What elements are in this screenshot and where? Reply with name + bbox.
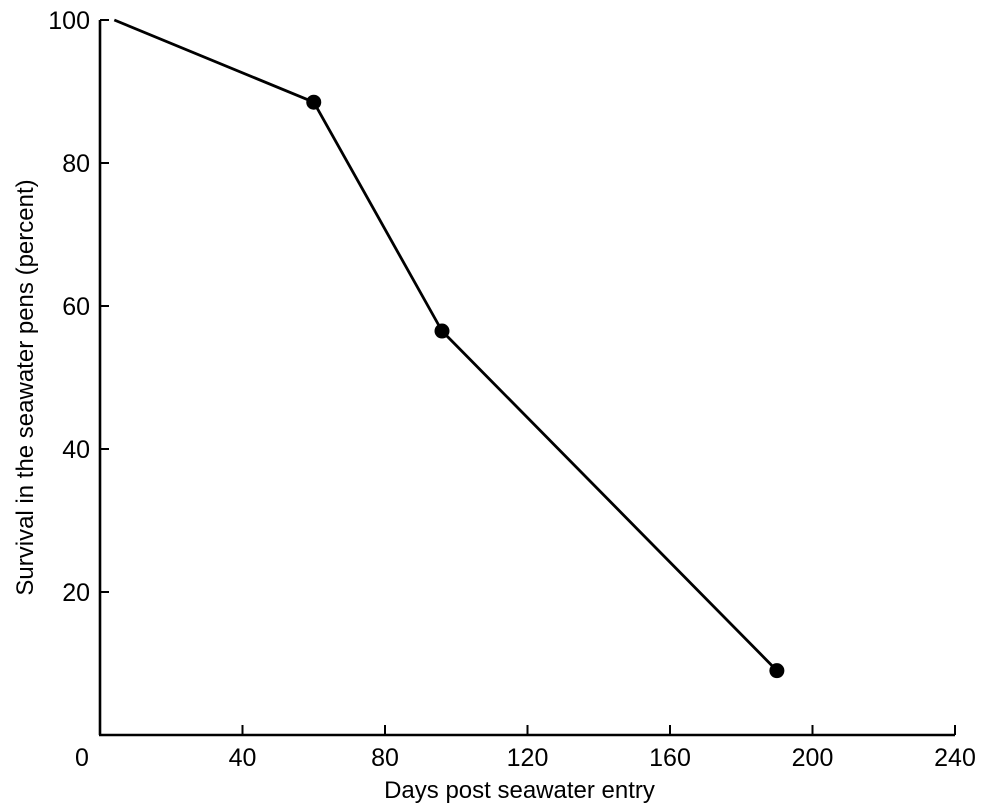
ticks: 0 40 80 120 160 200 240 20 40 60 80 100 (48, 7, 976, 772)
y-tick-label: 80 (62, 150, 90, 178)
x-tick-label: 200 (792, 744, 834, 772)
x-tick-label: 0 (75, 744, 89, 772)
y-tick-label: 60 (62, 293, 90, 321)
points (306, 94, 785, 679)
y-tick-label: 20 (62, 579, 90, 607)
survival-series-line (113, 18, 778, 672)
series (113, 18, 778, 672)
y-tick-label: 100 (48, 7, 90, 35)
y-tick-label: 40 (62, 436, 90, 464)
data-point (434, 323, 450, 339)
x-tick-label: 240 (934, 744, 976, 772)
data-point (769, 663, 785, 679)
x-tick-label: 120 (507, 744, 549, 772)
axes (98, 20, 955, 737)
y-axis-title: Survival in the seawater pens (percent) (12, 179, 39, 595)
x-axis-title: Days post seawater entry (384, 777, 655, 804)
x-tick-label: 40 (229, 744, 257, 772)
x-tick-label: 160 (649, 744, 691, 772)
x-tick-label: 80 (371, 744, 399, 772)
data-point (306, 94, 322, 110)
